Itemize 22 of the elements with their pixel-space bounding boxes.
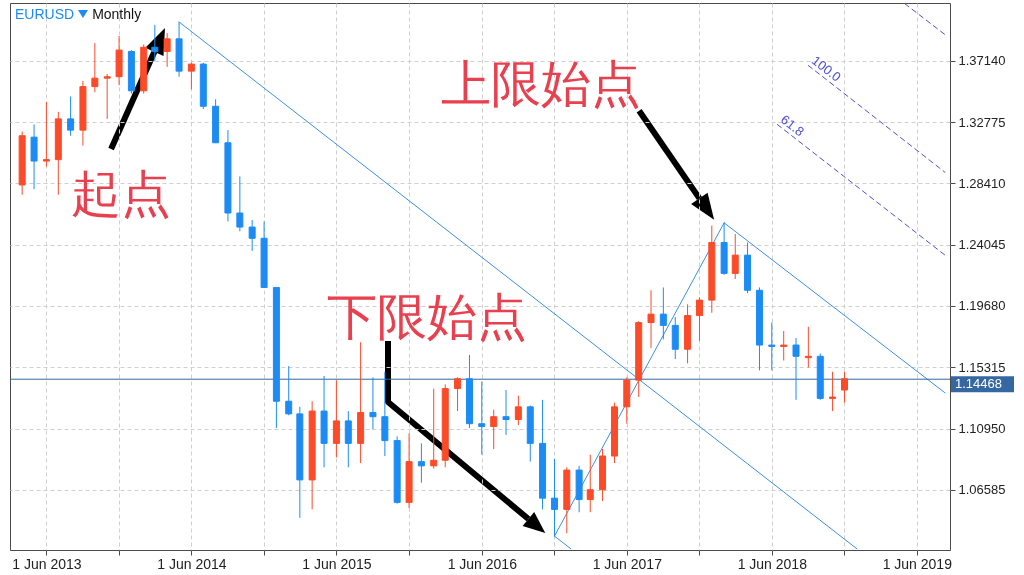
x-tick-label: 1 Jun 2019 <box>882 555 953 572</box>
y-tick-label: 1.06585 <box>958 482 1006 498</box>
x-tick-label: 1 Jun 2014 <box>157 555 227 572</box>
x-tick-label: 1 Jun 2017 <box>592 555 663 572</box>
y-tick-label: 1.37140 <box>958 53 1006 69</box>
annotation: 起点 <box>71 165 172 223</box>
y-tick-label: 1.19680 <box>958 298 1006 314</box>
x-tick-label: 1 Jun 2016 <box>447 555 518 572</box>
y-tick-label: 1.24045 <box>958 237 1006 253</box>
annotation: 上限始点 <box>441 54 642 113</box>
y-tick-label: 1.28410 <box>958 175 1006 191</box>
y-tick-label: 1.32775 <box>958 114 1006 130</box>
text: 61.8 <box>777 111 808 140</box>
y-tick-label: 1.10950 <box>958 421 1006 437</box>
ref-line-label: 1.14468 <box>955 376 1002 392</box>
annotation: 下限始点 <box>327 288 527 346</box>
y-tick-label: 1.15315 <box>958 359 1006 375</box>
chart-title: EURUSD <box>15 6 75 22</box>
chart-subtitle: Monthly <box>92 6 142 22</box>
x-tick-label: 1 Jun 2018 <box>737 555 808 572</box>
x-tick-label: 1 Jun 2013 <box>12 555 82 572</box>
x-tick-label: 1 Jun 2015 <box>302 555 372 572</box>
